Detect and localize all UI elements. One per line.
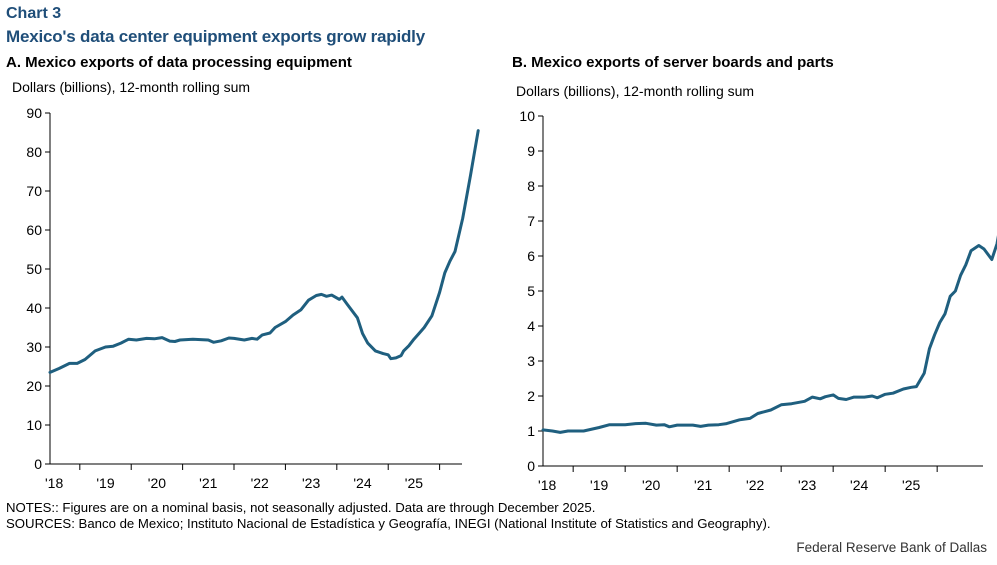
- panel-b-y-tick-label: 3: [527, 353, 535, 369]
- panel-b-y-tick-label: 8: [527, 178, 535, 194]
- panel-a-y-tick-label: 70: [26, 183, 42, 199]
- panel-a-x-tick-label: '19: [96, 475, 114, 491]
- panel-a-series-line: [48, 129, 480, 374]
- panel-b-y-tick-label: 0: [527, 458, 535, 474]
- panel-b-y-tick-label: 10: [519, 108, 535, 124]
- panel-a-x-tick-label: '25: [405, 475, 423, 491]
- panel-a-y-tick-label: 30: [26, 339, 42, 355]
- panel-b-title: B. Mexico exports of server boards and p…: [512, 54, 834, 71]
- panel-a-y-tick-label: 50: [26, 261, 42, 277]
- panel-b-unit-label: Dollars (billions), 12-month rolling sum: [516, 83, 755, 99]
- panel-b-x-tick-label: '24: [850, 477, 868, 493]
- panel-a-x-tick-label: '23: [302, 475, 320, 491]
- panel-a-y-tick-label: 60: [26, 222, 42, 238]
- panel-a-y-tick-label: 10: [26, 417, 42, 433]
- panel-b-x-tick-label: '19: [590, 477, 608, 493]
- chart-number-label: Chart 3: [6, 5, 62, 22]
- panel-a-y-tick-label: 0: [34, 456, 42, 472]
- panel-b-y-tick-label: 7: [527, 213, 535, 229]
- panel-b-y-tick-label: 6: [527, 248, 535, 264]
- panel-b-x-tick-label: '18: [538, 477, 556, 493]
- panel-b-x-tick-label: '21: [694, 477, 712, 493]
- panel-a-x-tick-label: '20: [148, 475, 166, 491]
- panel-b-y-tick-label: 4: [527, 318, 535, 334]
- panel-b-x-tick-label: '25: [902, 477, 920, 493]
- chart-title: Mexico's data center equipment exports g…: [6, 27, 425, 46]
- panel-b-series-line: [541, 235, 997, 434]
- panel-a-title: A. Mexico exports of data processing equ…: [6, 54, 352, 71]
- panel-b-y-tick-label: 5: [527, 283, 535, 299]
- panel-b-x-tick-label: '20: [642, 477, 660, 493]
- panel-b-y-tick-label: 2: [527, 388, 535, 404]
- panel-a-y-tick-label: 40: [26, 300, 42, 316]
- panel-b-x-tick-label: '22: [746, 477, 764, 493]
- panel-a-x-tick-label: '21: [199, 475, 217, 491]
- credit-text: Federal Reserve Bank of Dallas: [796, 540, 987, 555]
- notes-text: NOTES:: Figures are on a nominal basis, …: [6, 500, 596, 515]
- panel-a-x-tick-label: '22: [251, 475, 269, 491]
- panel-a-unit-label: Dollars (billions), 12-month rolling sum: [12, 79, 251, 95]
- sources-text: SOURCES: Banco de Mexico; Instituto Naci…: [6, 516, 771, 531]
- panel-a-y-tick-label: 80: [26, 144, 42, 160]
- notes-block: NOTES:: Figures are on a nominal basis, …: [6, 500, 771, 532]
- panel-b-y-tick-label: 9: [527, 143, 535, 159]
- panel-b-x-tick-label: '23: [798, 477, 816, 493]
- panel-a-x-tick-label: '24: [353, 475, 371, 491]
- panel-a-y-tick-label: 20: [26, 378, 42, 394]
- panel-b-y-tick-label: 1: [527, 423, 535, 439]
- panel-a-x-tick-label: '18: [45, 475, 63, 491]
- panel-a-y-tick-label: 90: [26, 105, 42, 121]
